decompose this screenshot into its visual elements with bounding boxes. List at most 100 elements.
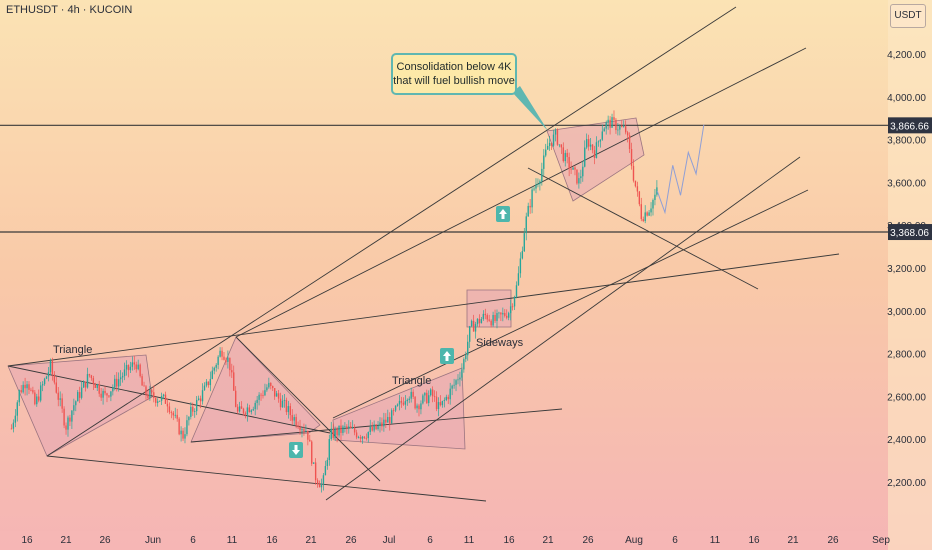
candle-body xyxy=(236,406,239,412)
candle-body xyxy=(240,406,243,409)
candle-body xyxy=(613,117,615,120)
candle-body xyxy=(53,374,56,383)
candle-body xyxy=(550,142,553,146)
candle-body xyxy=(437,402,440,410)
y-tick-label: 3,600.00 xyxy=(887,178,926,189)
candle-body xyxy=(527,205,529,217)
candle-body xyxy=(49,360,52,373)
candle-body xyxy=(353,427,356,433)
candle-body xyxy=(12,422,15,429)
candle-body xyxy=(252,409,254,411)
candle-body xyxy=(332,428,334,438)
candle-body xyxy=(195,399,198,412)
candle-body xyxy=(108,395,110,397)
triangle-pattern-3 xyxy=(332,367,466,450)
candle-body xyxy=(18,390,20,403)
candle-body xyxy=(367,432,369,439)
candle-body xyxy=(10,428,13,430)
currency-unit-button[interactable]: USDT xyxy=(890,4,926,28)
candle-body xyxy=(301,428,303,431)
candle-body xyxy=(492,315,494,326)
candle-body xyxy=(617,129,619,131)
candle-body xyxy=(92,378,95,385)
candle-body xyxy=(490,320,492,326)
candle-body xyxy=(182,430,184,439)
candle-body xyxy=(213,367,215,371)
candle-body xyxy=(523,233,525,252)
candle-body xyxy=(98,384,100,394)
x-tick-label: 16 xyxy=(503,535,515,546)
candle-body xyxy=(180,430,182,435)
candle-body xyxy=(546,145,549,150)
candle-body xyxy=(383,419,385,427)
candle-body xyxy=(229,357,231,371)
candle-body xyxy=(117,379,120,387)
candle-body xyxy=(646,212,648,216)
candle-body xyxy=(572,167,574,170)
candle-body xyxy=(348,426,350,429)
arrow-down-icon-glyph xyxy=(292,445,300,455)
candle-body xyxy=(264,390,266,396)
candle-body xyxy=(90,375,93,379)
candle-body xyxy=(307,430,309,440)
candle-body xyxy=(318,484,321,488)
candle-body xyxy=(543,155,545,169)
candle-body xyxy=(431,389,434,397)
candle-body xyxy=(451,385,453,389)
candle-body xyxy=(344,426,346,428)
candle-body xyxy=(506,315,508,318)
candle-body xyxy=(256,399,258,403)
candle-body xyxy=(564,152,566,162)
candle-body xyxy=(515,285,518,297)
candle-body xyxy=(398,400,401,405)
trend-line xyxy=(235,336,381,482)
candle-body xyxy=(75,401,77,406)
candle-body xyxy=(420,403,422,410)
candle-body xyxy=(162,394,165,397)
candle-body xyxy=(283,399,286,401)
consolidation-callout: Consolidation below 4K that will fuel bu… xyxy=(391,53,517,95)
trend-line xyxy=(7,365,331,434)
candle-body xyxy=(603,128,605,132)
candle-body xyxy=(320,483,323,488)
candle-body xyxy=(498,312,500,314)
candle-body xyxy=(106,393,108,396)
x-tick-label: Aug xyxy=(625,535,643,546)
candle-body xyxy=(227,357,229,362)
candle-body xyxy=(38,396,40,401)
candle-body xyxy=(632,165,635,181)
candle-body xyxy=(41,384,44,386)
candle-body xyxy=(143,385,145,387)
candle-body xyxy=(86,374,89,388)
candle-body xyxy=(650,208,652,213)
candle-body xyxy=(375,424,377,430)
candle-body xyxy=(400,400,403,403)
candle-body xyxy=(164,394,167,404)
candle-body xyxy=(468,326,471,342)
candle-body xyxy=(426,392,428,404)
candle-body xyxy=(580,176,582,179)
candle-body xyxy=(186,420,188,435)
candle-body xyxy=(562,147,564,162)
candle-body xyxy=(34,392,36,405)
candle-body xyxy=(447,396,449,400)
callout-line-1: Consolidation below 4K xyxy=(396,61,512,73)
candle-body xyxy=(22,384,24,393)
x-tick-label: 11 xyxy=(227,535,238,546)
candle-body xyxy=(605,122,607,129)
candle-body xyxy=(209,378,212,386)
consolidation-wedge xyxy=(546,117,645,202)
candle-body xyxy=(340,425,342,433)
candle-body xyxy=(43,378,46,385)
x-tick-label: 6 xyxy=(672,535,678,546)
candle-body xyxy=(408,398,410,400)
candle-body xyxy=(238,406,241,412)
candle-body xyxy=(190,406,192,417)
candle-body xyxy=(324,465,327,476)
candle-body xyxy=(233,372,235,391)
level-tag xyxy=(888,117,932,134)
candle-body xyxy=(429,389,432,396)
x-tick-label: 26 xyxy=(827,535,839,546)
candle-body xyxy=(533,188,535,190)
candle-body xyxy=(102,390,104,398)
